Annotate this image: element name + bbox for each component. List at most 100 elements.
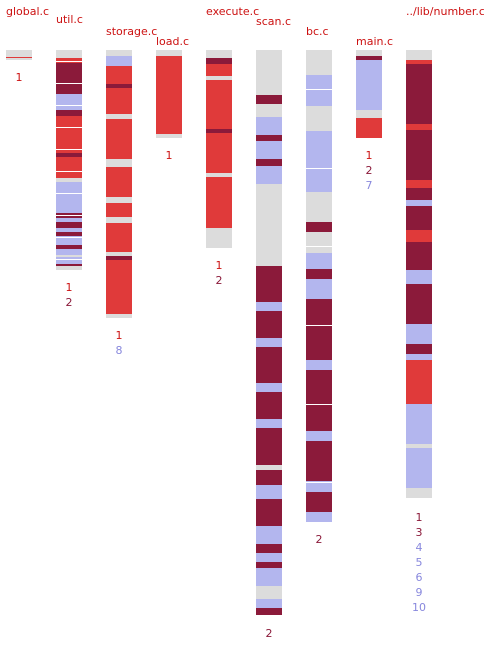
source-line[interactable] [56,192,82,194]
source-line[interactable] [256,204,282,206]
source-line[interactable] [306,283,332,285]
source-line[interactable] [256,452,282,454]
source-line[interactable] [106,53,132,55]
source-line[interactable] [156,78,182,80]
source-line[interactable] [306,448,332,450]
source-line[interactable] [306,289,332,291]
source-line[interactable] [356,98,382,99]
source-line[interactable] [306,143,332,145]
source-line[interactable] [106,72,132,74]
source-line[interactable] [256,466,282,468]
source-line[interactable] [256,198,282,200]
source-line[interactable] [356,116,382,117]
source-line[interactable] [306,125,332,127]
source-line[interactable] [56,179,82,181]
source-line[interactable] [256,380,282,382]
source-line[interactable] [156,91,182,93]
source-line[interactable] [256,193,282,195]
source-line[interactable] [106,163,132,165]
source-line[interactable] [106,143,132,145]
source-line[interactable] [256,546,282,548]
source-line[interactable] [306,390,332,392]
source-line[interactable] [106,271,132,273]
source-line[interactable] [306,278,332,280]
source-line[interactable] [156,97,182,99]
source-line[interactable] [206,198,232,200]
source-line[interactable] [156,116,182,118]
source-line[interactable] [106,189,132,191]
source-line[interactable] [256,331,282,333]
source-line[interactable] [406,226,432,227]
source-line[interactable] [56,90,82,92]
source-line[interactable] [306,197,332,199]
source-line[interactable] [406,387,432,388]
source-line[interactable] [106,226,132,228]
source-line[interactable] [256,433,282,434]
source-line[interactable] [56,216,82,218]
source-line[interactable] [206,219,232,221]
source-line[interactable] [306,431,332,433]
source-line[interactable] [256,203,282,205]
source-line[interactable] [206,143,232,145]
source-line[interactable] [356,55,382,56]
source-line[interactable] [106,86,132,88]
source-line[interactable] [306,399,332,401]
source-line[interactable] [256,428,282,430]
source-line[interactable] [256,271,282,273]
source-line[interactable] [406,262,432,263]
source-line[interactable] [156,85,182,87]
source-line[interactable] [406,311,432,312]
source-line[interactable] [56,153,82,155]
source-line[interactable] [406,462,432,463]
source-line[interactable] [406,404,432,405]
source-line[interactable] [256,603,282,605]
source-line[interactable] [106,307,132,309]
source-line[interactable] [306,241,332,243]
source-line[interactable] [256,235,282,237]
source-line[interactable] [406,268,432,269]
source-line[interactable] [406,267,432,268]
source-line[interactable] [256,400,282,402]
source-line[interactable] [206,122,232,124]
source-line[interactable] [256,77,282,79]
source-line[interactable] [306,256,332,258]
source-line[interactable] [406,109,432,110]
source-line[interactable] [256,548,282,549]
source-line[interactable] [406,406,432,407]
source-line[interactable] [256,258,282,260]
source-line[interactable] [256,396,282,398]
source-line[interactable] [156,87,182,89]
source-line[interactable] [256,199,282,201]
source-line[interactable] [256,518,282,520]
source-line[interactable] [306,71,332,73]
source-line[interactable] [306,198,332,200]
source-line[interactable] [256,92,282,94]
source-line[interactable] [256,552,282,554]
source-line[interactable] [356,64,382,65]
source-line[interactable] [406,130,432,131]
source-line[interactable] [306,434,332,436]
source-line[interactable] [256,442,282,444]
source-line[interactable] [56,245,82,247]
source-line[interactable] [256,97,282,99]
source-line[interactable] [206,128,232,130]
source-line[interactable] [256,298,282,300]
source-line[interactable] [256,104,282,106]
source-line[interactable] [406,156,432,157]
source-line[interactable] [406,368,432,369]
source-line[interactable] [406,86,432,87]
source-line[interactable] [406,312,432,313]
source-line[interactable] [256,522,282,524]
source-line[interactable] [256,384,282,386]
source-line[interactable] [106,316,132,317]
source-line[interactable] [406,229,432,230]
source-line[interactable] [56,111,82,113]
source-line[interactable] [56,59,82,61]
source-line[interactable] [406,283,432,284]
source-line[interactable] [156,80,182,82]
source-line[interactable] [56,52,82,54]
source-line[interactable] [306,518,332,520]
source-line[interactable] [406,491,432,492]
source-line[interactable] [306,321,332,323]
source-line[interactable] [56,62,82,64]
